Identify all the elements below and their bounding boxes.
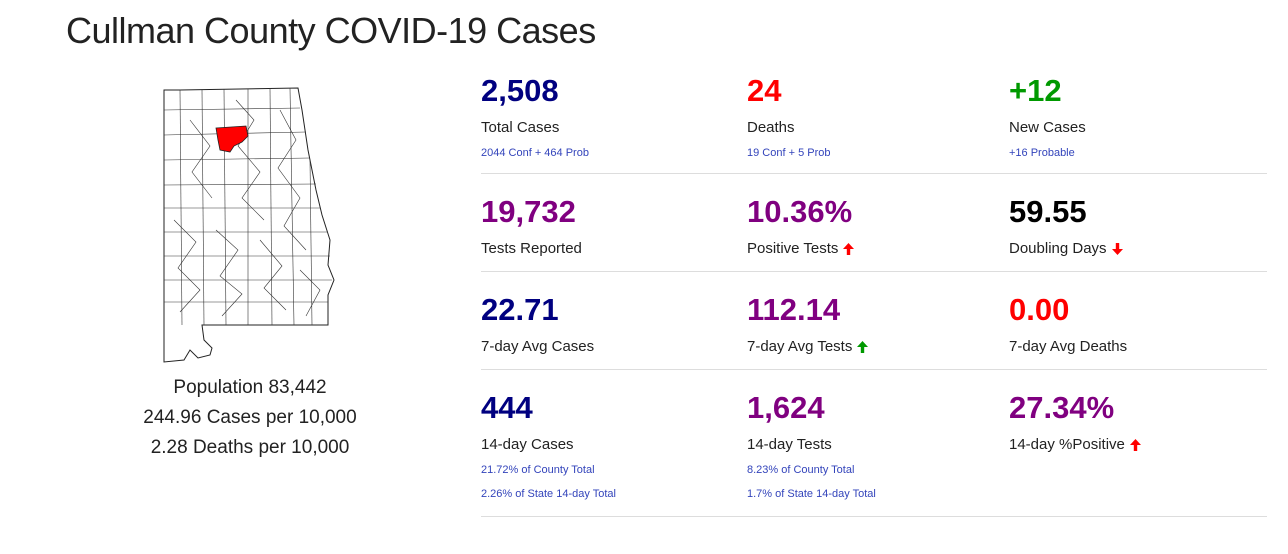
stat-sub: 21.72% of County Total xyxy=(481,464,595,476)
stat-doubling-days: 59.55 Doubling Days xyxy=(1009,174,1267,271)
arrow-up-icon xyxy=(857,341,869,353)
stat-value: 19,732 xyxy=(481,194,576,229)
alabama-county-map xyxy=(150,80,350,365)
deaths-per-10000-text: 2.28 Deaths per 10,000 xyxy=(150,437,350,458)
stat-value: 112.14 xyxy=(747,292,841,327)
stat-label: Deaths xyxy=(747,119,795,136)
stat-label-row: Doubling Days xyxy=(1009,240,1267,258)
stat-label: Total Cases xyxy=(481,119,560,136)
stat-label-row: Positive Tests xyxy=(747,240,1009,258)
stat-sub: 2044 Conf + 464 Prob xyxy=(481,147,589,159)
stat-label-row: 14-day %Positive xyxy=(1009,436,1267,454)
stat-deaths: 24 Deaths 19 Conf + 5 Prob xyxy=(747,75,1009,173)
stat-total-cases: 2,508 Total Cases 2044 Conf + 464 Prob xyxy=(481,75,747,173)
stat-label: Tests Reported xyxy=(481,240,582,257)
stat-14day-tests: 1,624 14-day Tests 8.23% of County Total… xyxy=(747,370,1009,516)
highlighted-county xyxy=(215,125,249,153)
stat-sub: 1.7% of State 14-day Total xyxy=(747,488,876,500)
cases-per-10000-text: 244.96 Cases per 10,000 xyxy=(143,407,357,428)
stat-label: New Cases xyxy=(1009,119,1086,136)
stat-7day-avg-tests: 112.14 7-day Avg Tests xyxy=(747,272,1009,369)
stat-value: 2,508 xyxy=(481,73,559,108)
stat-label: Doubling Days xyxy=(1009,240,1107,257)
stats-grid: 2,508 Total Cases 2044 Conf + 464 Prob 2… xyxy=(481,75,1267,517)
stat-value: +12 xyxy=(1009,73,1062,108)
stat-value: 1,624 xyxy=(747,390,825,425)
stat-label: 14-day Tests xyxy=(747,436,832,453)
alabama-map-svg xyxy=(163,87,335,363)
stat-sub: +16 Probable xyxy=(1009,147,1075,159)
stat-label: 7-day Avg Tests xyxy=(747,338,853,355)
page-title: Cullman County COVID-19 Cases xyxy=(66,10,596,51)
stat-14day-positive: 27.34% 14-day %Positive xyxy=(1009,370,1267,516)
arrow-up-icon xyxy=(1129,439,1141,451)
population-text: Population 83,442 xyxy=(173,377,327,398)
stats-row-14day: 444 14-day Cases 21.72% of County Total … xyxy=(481,370,1267,517)
stat-value: 0.00 xyxy=(1009,292,1070,327)
stat-label: 14-day %Positive xyxy=(1009,436,1125,453)
stat-sub: 8.23% of County Total xyxy=(747,464,855,476)
stat-label: 7-day Avg Deaths xyxy=(1009,338,1128,355)
stat-new-cases: +12 New Cases +16 Probable xyxy=(1009,75,1267,173)
stat-7day-avg-deaths: 0.00 7-day Avg Deaths xyxy=(1009,272,1267,369)
stat-value: 22.71 xyxy=(481,292,559,327)
stat-label: 14-day Cases xyxy=(481,436,574,453)
stat-7day-avg-cases: 22.71 7-day Avg Cases xyxy=(481,272,747,369)
stat-label: 7-day Avg Cases xyxy=(481,338,595,355)
stat-positive-tests: 10.36% Positive Tests xyxy=(747,174,1009,271)
stats-row-7day: 22.71 7-day Avg Cases 112.14 7-day Avg T… xyxy=(481,272,1267,370)
county-summary: Population 83,442 244.96 Cases per 10,00… xyxy=(120,373,380,463)
state-outline xyxy=(163,87,335,363)
stats-row-tests: 19,732 Tests Reported 10.36% Positive Te… xyxy=(481,174,1267,272)
stat-value: 444 xyxy=(481,390,533,425)
stat-label-row: 7-day Avg Tests xyxy=(747,338,1009,356)
stat-value: 59.55 xyxy=(1009,194,1087,229)
stat-tests-reported: 19,732 Tests Reported xyxy=(481,174,747,271)
stat-sub: 19 Conf + 5 Prob xyxy=(747,147,831,159)
stat-value: 10.36% xyxy=(747,194,853,229)
stats-row-totals: 2,508 Total Cases 2044 Conf + 464 Prob 2… xyxy=(481,75,1267,174)
stat-14day-cases: 444 14-day Cases 21.72% of County Total … xyxy=(481,370,747,516)
stat-value: 27.34% xyxy=(1009,390,1115,425)
arrow-down-icon xyxy=(1111,243,1123,255)
arrow-up-icon xyxy=(843,243,855,255)
stat-label: Positive Tests xyxy=(747,240,839,257)
stat-value: 24 xyxy=(747,73,782,108)
stat-sub: 2.26% of State 14-day Total xyxy=(481,488,616,500)
